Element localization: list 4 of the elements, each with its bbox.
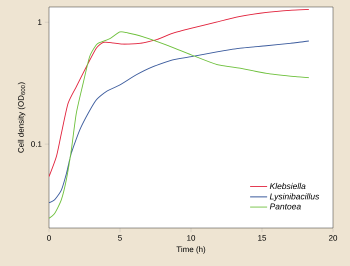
legend-label: Klebsiella <box>270 182 306 190</box>
legend-label: Lysinibacillus <box>270 193 320 202</box>
line-series <box>49 8 310 178</box>
legend-label: Pantoea <box>270 204 301 210</box>
